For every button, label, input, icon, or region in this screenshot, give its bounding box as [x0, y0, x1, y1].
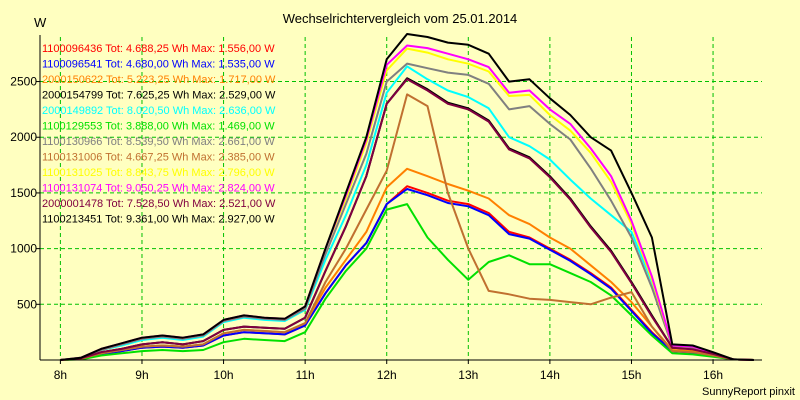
legend-entry-3: 2000154799 Tot: 7.625,25 Wh Max: 2.529,0… — [42, 90, 276, 102]
x-tick-label-5: 13h — [458, 368, 478, 382]
footer-credit: SunnyReport pinxit — [702, 386, 795, 398]
y-tick-label-0: 500 — [17, 297, 37, 311]
series-line-10 — [60, 78, 754, 361]
x-tick-label-7: 15h — [621, 368, 641, 382]
x-tick-label-2: 10h — [214, 368, 234, 382]
series-line-11 — [60, 33, 754, 361]
x-tick-label-4: 12h — [377, 368, 397, 382]
grid — [40, 37, 762, 360]
series-line-7 — [60, 93, 754, 361]
legend-entry-5: 1100129553 Tot: 3.888,00 Wh Max: 1.469,0… — [42, 121, 275, 133]
x-tick-label-1: 9h — [135, 368, 148, 382]
axes — [36, 35, 762, 364]
legend-entry-4: 2000149892 Tot: 8.020,50 Wh Max: 2.636,0… — [42, 105, 276, 117]
legend: 1100096436 Tot: 4.688,25 Wh Max: 1.556,0… — [42, 43, 276, 226]
legend-entry-9: 1100131074 Tot: 9.050,25 Wh Max: 2.824,0… — [42, 183, 275, 195]
x-tick-label-8: 16h — [703, 368, 723, 382]
series-line-1 — [60, 188, 754, 361]
legend-entry-1: 1100096541 Tot: 4.680,00 Wh Max: 1.535,0… — [42, 59, 275, 71]
y-tick-label-3: 2000 — [10, 130, 37, 144]
chart-title: Wechselrichtervergleich vom 25.01.2014 — [283, 11, 518, 26]
legend-entry-10: 2000001478 Tot: 7.528,50 Wh Max: 2.521,0… — [42, 198, 276, 210]
legend-entry-8: 1100131025 Tot: 8.843,75 Wh Max: 2.796,0… — [42, 167, 275, 179]
y-tick-label-4: 2500 — [10, 75, 37, 89]
x-tick-label-0: 8h — [54, 368, 67, 382]
series-line-5 — [60, 203, 754, 361]
legend-entry-0: 1100096436 Tot: 4.688,25 Wh Max: 1.556,0… — [42, 43, 275, 55]
legend-entry-7: 1100131006 Tot: 4.667,25 Wh Max: 2.385,0… — [42, 152, 275, 164]
series-line-6 — [60, 62, 754, 361]
legend-entry-11: 1100213451 Tot: 9.361,00 Wh Max: 2.927,0… — [42, 214, 275, 226]
y-axis-unit-label: W — [34, 15, 47, 30]
legend-entry-2: 2000150622 Tot: 5.223,25 Wh Max: 1.717,0… — [42, 74, 276, 86]
legend-entry-6: 1100130966 Tot: 8.539,50 Wh Max: 2.661,0… — [42, 136, 275, 148]
x-tick-label-6: 14h — [540, 368, 560, 382]
x-tick-label-3: 11h — [296, 368, 315, 382]
y-tick-label-2: 1500 — [10, 186, 37, 200]
series-line-4 — [60, 65, 754, 361]
series-lines — [60, 33, 754, 361]
tick-labels: 8h 9h 10h 11h 12h 13h 14h 15h 16h 500 1000 1500 2000… — [10, 75, 723, 382]
y-tick-label-1: 1000 — [10, 242, 37, 256]
